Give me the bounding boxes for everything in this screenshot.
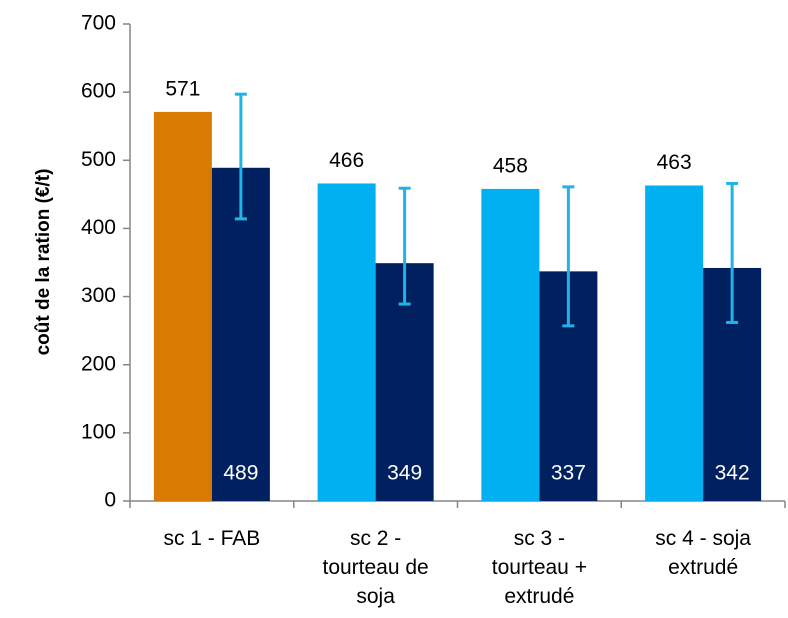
- bar: [211, 167, 270, 501]
- y-tick-label: 0: [104, 489, 116, 512]
- bar: [317, 183, 376, 501]
- y-tick-label: 700: [81, 12, 116, 35]
- value-label: 489: [223, 462, 258, 485]
- bar: [481, 188, 540, 502]
- value-label: 349: [387, 462, 422, 485]
- y-tick-label: 100: [81, 420, 116, 443]
- x-tick-label: sc 1 - FAB: [163, 527, 260, 550]
- x-tick-label: sc 4 - soja extrudé: [655, 527, 751, 579]
- value-label: 342: [715, 462, 750, 485]
- x-tick-label: sc 3 -tourteau + extrudé: [492, 527, 587, 608]
- y-tick-label: 500: [81, 148, 116, 171]
- y-tick-label: 400: [81, 216, 116, 239]
- value-label: 458: [493, 154, 528, 177]
- y-tick-label: 200: [81, 352, 116, 375]
- y-axis-label: coût de la ration (€/t): [33, 169, 54, 356]
- y-tick-label: 300: [81, 284, 116, 307]
- y-tick-label: 600: [81, 80, 116, 103]
- value-label: 571: [165, 77, 200, 100]
- value-label: 337: [551, 462, 586, 485]
- bar: [645, 185, 704, 501]
- value-label: 463: [657, 151, 692, 174]
- x-tick-label: sc 2 -tourteau de soja: [322, 527, 428, 608]
- bar: [153, 111, 212, 501]
- value-label: 466: [329, 149, 364, 172]
